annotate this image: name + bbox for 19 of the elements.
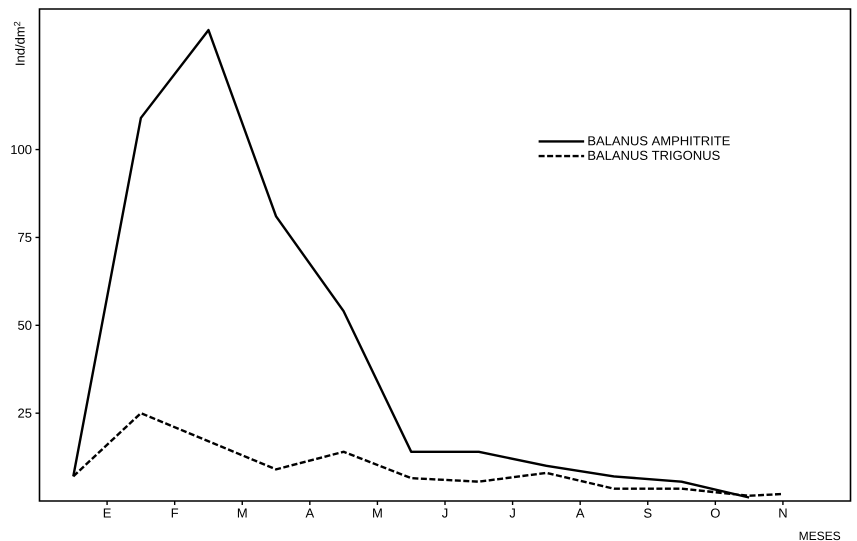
y-tick-label: 25 bbox=[18, 408, 32, 418]
x-tick-label: F bbox=[172, 508, 178, 518]
x-tick-label: O bbox=[710, 508, 720, 518]
x-tick-label: A bbox=[576, 508, 584, 518]
x-tick-label: J bbox=[510, 508, 515, 518]
x-tick-label: N bbox=[779, 508, 787, 518]
x-tick-label: S bbox=[644, 508, 652, 518]
y-tick-label: 100 bbox=[11, 144, 32, 154]
x-tick-label: M bbox=[373, 508, 382, 518]
x-axis-title: MESES bbox=[800, 532, 840, 540]
legend-label: BALANUS AMPHITRITE bbox=[588, 136, 730, 146]
y-tick-label: 50 bbox=[18, 320, 32, 330]
x-tick-label: M bbox=[238, 508, 247, 518]
y-axis-title: Ind/dm$^{2}$ bbox=[14, 22, 25, 65]
x-tick-label: A bbox=[306, 508, 314, 518]
x-tick-label: E bbox=[104, 508, 111, 518]
x-tick-label: J bbox=[442, 508, 448, 518]
legend-label: BALANUS TRIGONUS bbox=[588, 150, 720, 160]
y-tick-label: 75 bbox=[18, 232, 32, 242]
